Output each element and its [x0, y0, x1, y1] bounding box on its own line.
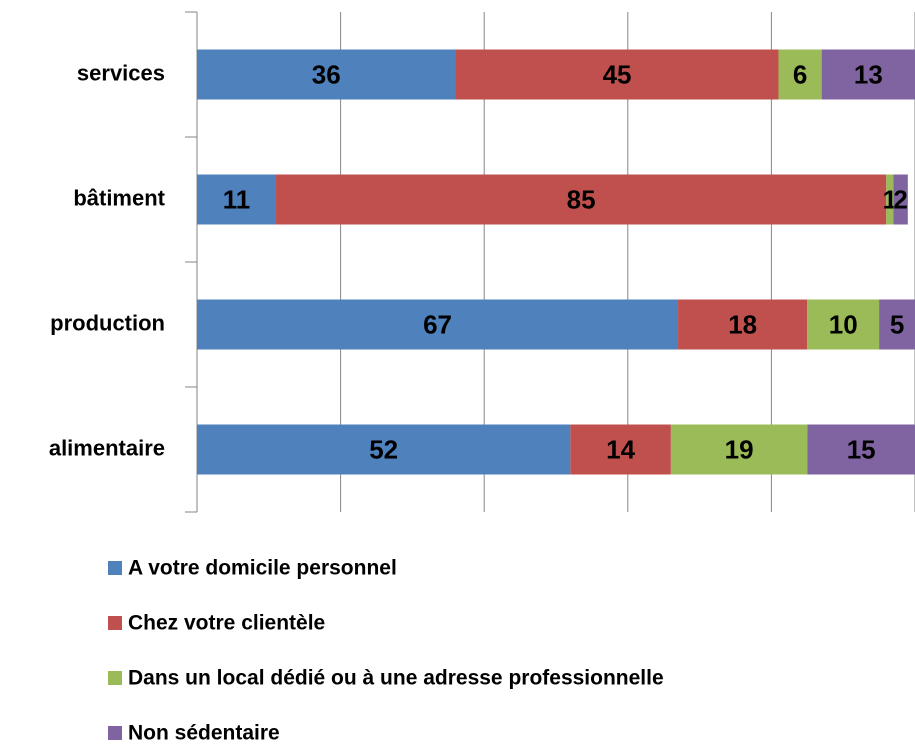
bar-segment [821, 49, 915, 100]
category-label: services [77, 60, 165, 85]
data-label: 85 [567, 184, 596, 214]
bar-segment [570, 424, 671, 475]
legend-swatch [108, 561, 122, 575]
legend-label: Chez votre clientèle [128, 612, 325, 635]
data-label: 14 [606, 434, 635, 464]
data-label: 15 [847, 434, 876, 464]
legend-label: Dans un local dédié ou à une adresse pro… [128, 667, 664, 690]
bar-segment [670, 424, 808, 475]
bar-segment [879, 299, 915, 350]
data-label: 67 [423, 309, 452, 339]
bar-segment [807, 424, 915, 475]
category-label: production [50, 310, 165, 335]
category-label: bâtiment [73, 185, 165, 210]
data-label: 18 [728, 309, 757, 339]
bar-segment [678, 299, 808, 350]
data-label: 19 [725, 434, 754, 464]
data-label: 13 [854, 59, 883, 89]
bar-segment [455, 49, 779, 100]
bar-segment [197, 49, 456, 100]
legend-label: A votre domicile personnel [128, 557, 397, 580]
legend-swatch [108, 671, 122, 685]
data-label: 36 [312, 59, 341, 89]
data-label: 6 [793, 59, 807, 89]
data-label: 10 [829, 309, 858, 339]
bar-segment [807, 299, 880, 350]
data-label: 52 [369, 434, 398, 464]
bar-segment [886, 174, 894, 225]
bar-segment [275, 174, 887, 225]
legend-swatch [108, 616, 122, 630]
data-label: 2 [893, 184, 907, 214]
bar-segment [778, 49, 822, 100]
legend-label: Non sédentaire [128, 722, 280, 744]
bar-segment [197, 424, 571, 475]
bar-segment [893, 174, 908, 225]
legend-swatch [108, 726, 122, 740]
bar-segment [197, 299, 679, 350]
category-label: alimentaire [49, 435, 165, 460]
data-label: 45 [603, 59, 632, 89]
bar-segment [197, 174, 276, 225]
data-label: 11 [223, 184, 251, 214]
data-label: 5 [890, 309, 904, 339]
